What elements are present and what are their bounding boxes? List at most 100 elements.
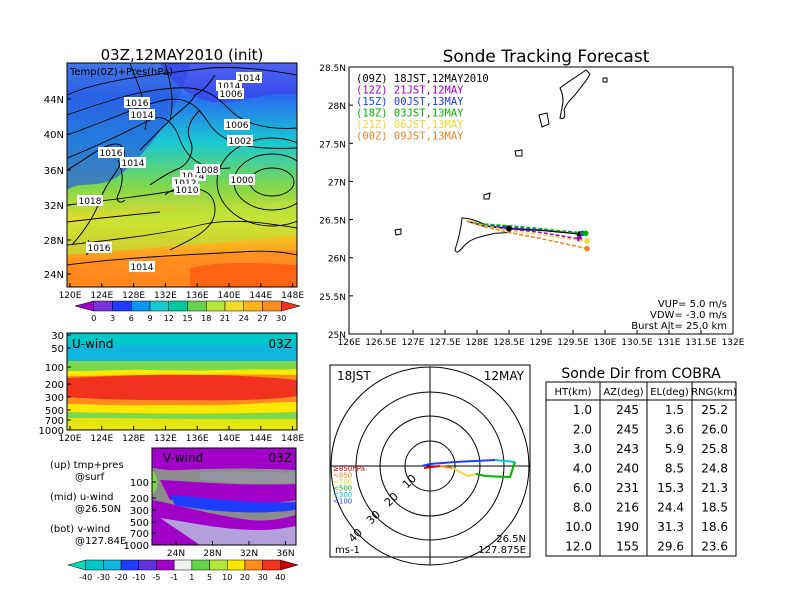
pressure-tick-label: 200	[130, 494, 149, 505]
isobar-label-text: 1000	[231, 176, 254, 186]
lat-tick-label: 28.5N	[319, 64, 346, 74]
table-cell: 1.5	[665, 403, 684, 417]
isobar-label-text: 1014	[238, 74, 261, 84]
tracking-lat-ticks: 28.5N 28N 27.5N 27N 26.5N 26N 25.5N 25N	[319, 64, 353, 341]
lon-tick-label: 129E	[530, 338, 553, 348]
colorbar-tick-label: 20	[240, 573, 250, 582]
colorbar-swatch	[131, 300, 151, 312]
lon-tick-label: 127.5E	[429, 338, 461, 348]
table-cell: 12.0	[565, 540, 592, 554]
table-cell: 5.9	[665, 442, 684, 456]
lon-tick-label: 120E	[59, 291, 82, 301]
lat-tick-label: 36N	[276, 549, 294, 559]
isobar-label: 1014	[236, 72, 262, 84]
amami-coast	[559, 69, 591, 119]
table-cell: 2.0	[573, 423, 592, 437]
polar-legend-entry: <700	[333, 478, 352, 486]
colorbar-tick-label: 12	[164, 314, 174, 323]
legend-entry: (21Z) 06JST,13MAY	[356, 119, 464, 131]
table-cell: 29.6	[657, 540, 684, 554]
table-cell: 3.6	[665, 423, 684, 437]
note-line: (up) tmp+pres	[50, 460, 124, 471]
colorbar-swatch	[262, 300, 282, 312]
table-cell: 18.5	[701, 501, 728, 515]
legend-entry: (12Z) 21JST,12MAY	[356, 85, 464, 97]
colorbar-tick-label: 1	[189, 573, 194, 582]
lat-tick-label: 27N	[328, 178, 346, 188]
wind-colorbar: -40 -30 -20 -10 -5 -1 1 5 10 20 30 40	[67, 559, 299, 582]
lon-tick-label: 124E	[90, 434, 113, 444]
lat-tick-label: 44N	[44, 95, 64, 106]
lat-tick-label: 27.5N	[319, 140, 346, 150]
colorbar-swatch	[244, 559, 263, 571]
track-series	[466, 220, 590, 252]
lat-tick-label: 32N	[240, 549, 258, 559]
lon-tick-label: 126.5E	[365, 338, 397, 348]
track-end-point	[584, 238, 590, 244]
isobar-label-text: 1016	[126, 99, 149, 109]
colorbar-tick-label: -1	[170, 573, 178, 582]
polar-left-label: 18JST	[337, 369, 371, 383]
isobar-label-text: 1006	[220, 90, 243, 100]
lon-tick-label: 131.5E	[685, 338, 717, 348]
polar-legend-entry: <500	[333, 485, 352, 493]
lon-tick-label: 140E	[218, 434, 241, 444]
colorbar-tick-label: -40	[79, 573, 92, 582]
map-title: 03Z,12MAY2010 (init)	[101, 46, 264, 64]
temperature-map: 1014 1014 1006 1016 1014 1006 1002 1016 …	[67, 63, 297, 287]
lat-tick-label: 40N	[44, 130, 64, 141]
isobar-label-text: 1018	[79, 197, 102, 207]
legend-entry: (09Z) 18JST,12MAY2010	[356, 73, 489, 85]
colorbar-swatch	[74, 300, 94, 312]
uwind-title: U-wind	[72, 337, 113, 351]
lat-tick-label: 25.5N	[319, 293, 346, 303]
polar-location-lat: 26.5N	[496, 534, 526, 545]
parameter-line: VUP= 5.0 m/s	[658, 299, 727, 310]
lon-tick-label: 144E	[249, 434, 272, 444]
colorbar-swatch	[226, 559, 246, 571]
table-cell: 243	[616, 442, 639, 456]
isobar-label: 1018	[77, 195, 103, 207]
tracking-lon-ticks: 126E 126.5E 127E 127.5E 128E 128.5E 129E 129.5E…	[338, 330, 745, 348]
pressure-tick-label: 500	[45, 406, 64, 417]
pressure-tick-label: 300	[130, 506, 149, 517]
parameter-line: VDW= -3.0 m/s	[650, 310, 727, 321]
pressure-tick-label: 700	[130, 529, 149, 540]
lon-tick-label: 140E	[218, 291, 241, 301]
lon-tick-label: 128E	[122, 291, 145, 301]
vwind-lat-ticks: 24N 28N 32N 36N	[167, 541, 295, 559]
uwind-lon-ticks: 120E 124E 128E 132E 136E 140E 144E 148E	[59, 426, 304, 444]
track-mid-point	[506, 225, 512, 232]
colorbar-tick-label: 18	[201, 314, 211, 323]
table-cell: 24.4	[657, 501, 684, 515]
colorbar-swatch	[224, 300, 244, 312]
colorbar-tick-label: -10	[132, 573, 145, 582]
isobar-label: 1000	[229, 174, 255, 186]
lat-tick-label: 26.5N	[319, 217, 346, 227]
table-cell: 26.0	[701, 423, 728, 437]
note-line: @surf	[75, 472, 105, 483]
pressure-tick-label: 700	[45, 416, 64, 427]
colorbar-swatch	[209, 559, 228, 571]
panel-notes: (up) tmp+pres@surf (mid) u-wind@26.50N (bo…	[50, 460, 126, 547]
lon-tick-label: 132E	[154, 291, 177, 301]
colorbar-tick-label: 15	[182, 314, 192, 323]
colorbar-swatch	[280, 559, 299, 571]
colorbar-tick-label: 30	[276, 314, 286, 323]
legend-entry: (18Z) 03JST,13MAY	[356, 108, 464, 120]
polar-legend-entry: <100	[333, 498, 352, 506]
isobar-label: 1014	[129, 109, 155, 121]
table-cell: 3.0	[573, 442, 592, 456]
isobar-label: 1014	[129, 261, 155, 273]
island-coast	[538, 112, 550, 128]
pressure-tick-label: 300	[45, 393, 64, 404]
note-line: (mid) u-wind	[50, 492, 113, 503]
range-label: 40	[346, 526, 365, 545]
table-header-cell: RNG(km)	[691, 387, 737, 398]
okinawa-coast	[454, 217, 511, 253]
isobar-label-text: 1016	[100, 149, 123, 159]
polar-legend: ≥850hPa<850<700<500<300<100	[333, 465, 365, 506]
colorbar-swatch	[85, 559, 104, 571]
